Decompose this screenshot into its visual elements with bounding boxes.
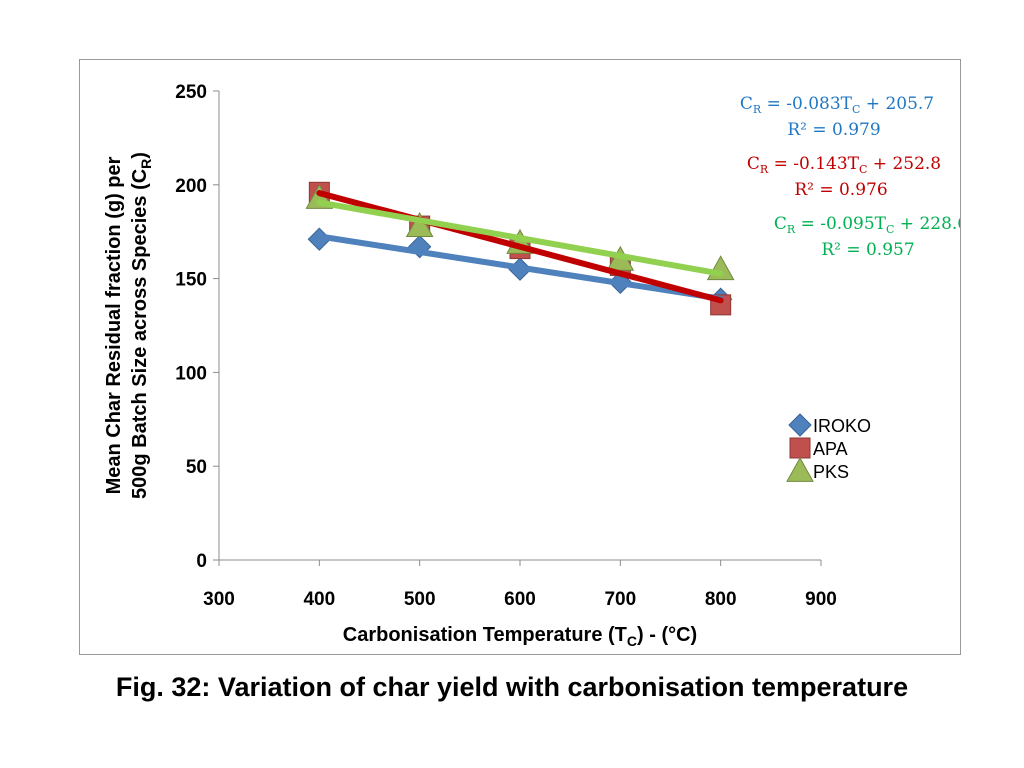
y-tick-label: 200: [175, 176, 207, 197]
y-axis-title: Mean Char Residual fraction (g) per 500g …: [103, 152, 154, 499]
legend-label-pks: PKS: [813, 462, 849, 482]
equation-pks: CR = -0.095TC + 228.6 R² = 0.957: [774, 214, 960, 260]
legend-marker-pks: [786, 456, 814, 482]
chart-area: 0 50 100 150 200 250 300 400 500 600 700 800 900 Carb…: [79, 59, 961, 655]
y-tick-label: 250: [175, 82, 207, 103]
trendline-iroko: [316, 233, 724, 302]
y-tick-label: 100: [175, 363, 207, 384]
equation-iroko: CR = -0.083TC + 205.7 R² = 0.979: [740, 94, 934, 140]
legend: IROKO APA PKS: [786, 413, 871, 482]
legend-marker-apa: [789, 437, 811, 459]
r-squared-text: R² = 0.976: [794, 180, 887, 200]
x-axis-title: Carbonisation Temperature (TC) - (°C): [343, 624, 697, 649]
y-tick-label: 0: [196, 551, 207, 572]
trendline-apa: [316, 190, 724, 304]
r-squared-text: R² = 0.979: [787, 120, 880, 140]
x-tick-label: 400: [303, 589, 335, 610]
x-tick-label: 700: [604, 589, 636, 610]
equation-text: CR = -0.143TC + 252.8: [747, 154, 941, 176]
x-tick-label: 300: [203, 589, 235, 610]
x-tick-label: 500: [404, 589, 436, 610]
equation-text: CR = -0.083TC + 205.7: [740, 94, 934, 116]
x-tick-label: 800: [705, 589, 737, 610]
y-axis-title-line2: 500g Batch Size across Species (CR): [129, 152, 154, 499]
legend-marker-iroko: [788, 413, 812, 437]
equation-text: CR = -0.095TC + 228.6: [774, 214, 960, 236]
r-squared-text: R² = 0.957: [821, 240, 914, 260]
legend-label-apa: APA: [813, 439, 848, 459]
legend-label-iroko: IROKO: [813, 416, 871, 436]
y-axis-title-line1: Mean Char Residual fraction (g) per: [103, 156, 125, 494]
x-tick-label: 600: [504, 589, 536, 610]
equation-apa: CR = -0.143TC + 252.8 R² = 0.976: [747, 154, 941, 200]
scatter-chart: 0 50 100 150 200 250 300 400 500 600 700 800 900 Carb…: [103, 82, 960, 649]
figure-caption: Fig. 32: Variation of char yield with ca…: [115, 672, 909, 702]
y-tick-label: 150: [175, 270, 207, 291]
trendline-pks: [316, 199, 724, 277]
x-tick-label: 900: [805, 589, 837, 610]
y-tick-label: 50: [186, 457, 207, 478]
data-point-pks: [405, 212, 434, 237]
